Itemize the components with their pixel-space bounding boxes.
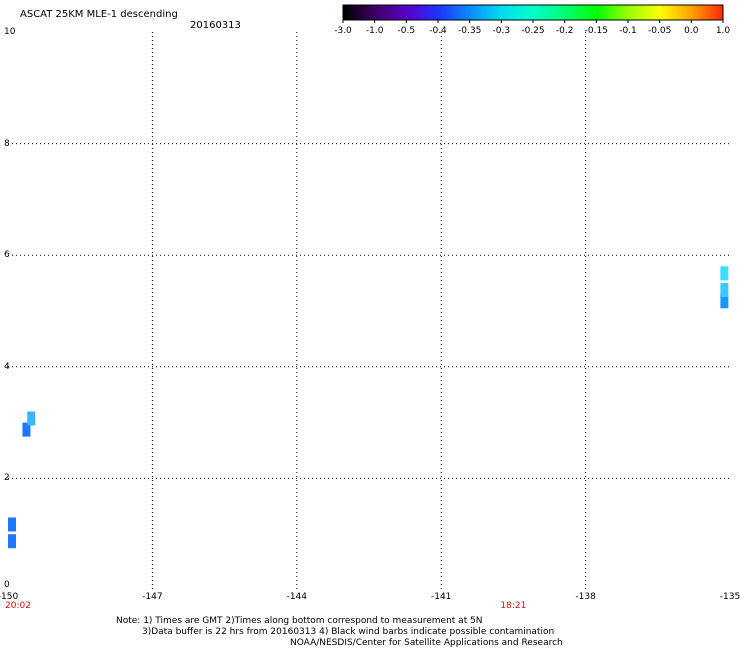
swath-cell-edge	[27, 411, 36, 426]
colorbar-label: -0.1	[619, 26, 637, 36]
colorbar-label: 0.0	[684, 26, 699, 36]
footnote: Note: 1) Times are GMT 2)Times along bot…	[116, 616, 563, 649]
colorbar-label: -0.2	[555, 26, 574, 36]
colorbar-label: -0.25	[521, 26, 545, 36]
colorbar	[342, 4, 724, 21]
y-tick-label: 8	[4, 138, 10, 149]
time-label: 18:21	[500, 601, 527, 611]
x-tick-label: -150	[0, 592, 19, 602]
y-tick-label: 6	[4, 250, 10, 261]
chart-date: 20160313	[190, 20, 241, 31]
x-tick-label: -147	[142, 592, 163, 602]
x-tick-label: -138	[575, 592, 596, 602]
colorbar-label: -0.3	[492, 26, 511, 36]
swath-cell-edge	[22, 422, 31, 437]
colorbar-label: -1.0	[365, 26, 384, 36]
swath-cell-edge	[8, 534, 16, 549]
chart-title: ASCAT 25KM MLE-1 descending	[20, 9, 178, 20]
x-tick-label: -135	[719, 592, 740, 602]
colorbar-label: -0.05	[648, 26, 672, 36]
swath-cell-edge	[720, 283, 729, 298]
swath-cell-edge	[720, 266, 729, 281]
footnote-line-2: 3)Data buffer is 22 hrs from 20160313 4)…	[142, 627, 555, 637]
y-tick-label: 2	[4, 473, 10, 484]
y-tick-label: 0	[4, 580, 10, 590]
colorbar-label: -0.5	[397, 26, 416, 36]
y-tick-label: 4	[4, 361, 10, 372]
swath-cell-edge	[720, 294, 729, 309]
colorbar-label: -0.4	[429, 26, 447, 36]
colorbar-label: -0.15	[584, 26, 608, 36]
colorbar-label: -3.0	[334, 26, 352, 36]
colorbar-label: -0.35	[458, 26, 482, 36]
footnote-line-3: NOAA/NESDIS/Center for Satellite Applica…	[290, 638, 563, 648]
swath-cell-edge	[8, 517, 16, 532]
y-tick-label: 10	[4, 27, 16, 37]
time-label: 20:02	[5, 601, 31, 611]
footnote-line-1: Note: 1) Times are GMT 2)Times along bot…	[116, 616, 483, 626]
colorbar-label: 1.0	[715, 26, 731, 36]
x-tick-label: -141	[430, 592, 452, 602]
x-tick-label: -144	[286, 592, 308, 602]
